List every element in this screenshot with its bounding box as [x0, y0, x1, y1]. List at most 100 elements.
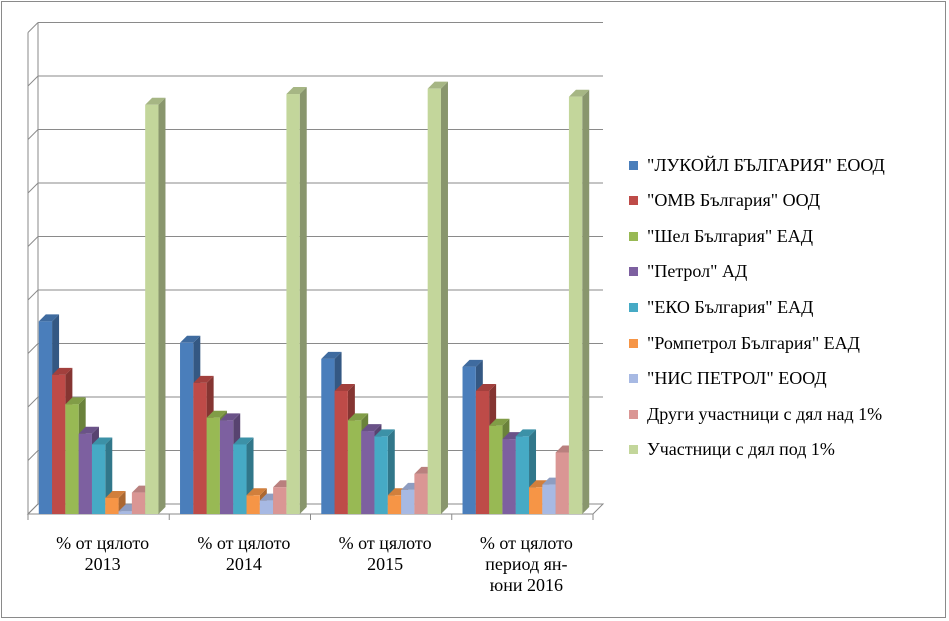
bar	[78, 433, 92, 514]
category-label: % от цялото период ян-юни 2016	[461, 533, 591, 596]
legend-item: "Ромпетрол България" ЕАД	[629, 332, 860, 354]
bar	[401, 489, 415, 514]
bar	[65, 404, 79, 514]
bar	[206, 417, 220, 514]
category-label-line: юни 2016	[489, 575, 563, 595]
category-label-line: 2014	[225, 554, 262, 574]
gridline-side	[27, 182, 39, 194]
category-label-line: % от цялото	[338, 533, 432, 553]
bar-top	[246, 488, 267, 496]
bar	[259, 500, 274, 514]
bar	[334, 390, 348, 514]
category-label-line: период ян-	[485, 554, 568, 574]
legend-label: "Шел България" ЕАД	[647, 225, 814, 246]
legend-item: "ОМВ България" ООД	[629, 190, 820, 212]
legend-label: "ОМВ България" ООД	[647, 190, 820, 211]
bar	[529, 487, 543, 514]
bar	[193, 382, 207, 514]
bar	[462, 366, 476, 514]
bar	[374, 436, 388, 514]
legend-label: "НИС ПЕТРОЛ" ЕООД	[647, 368, 827, 389]
legend-swatch	[629, 409, 638, 419]
bar-top	[475, 383, 497, 391]
bar-top	[65, 397, 86, 405]
bar	[219, 420, 234, 514]
legend-swatch	[629, 374, 638, 384]
category-label-line: % от цялото	[56, 533, 150, 553]
bar-top	[347, 413, 369, 421]
legend-label: Други участници с дял над 1%	[647, 403, 883, 424]
bar-top	[78, 426, 99, 434]
legend-item: Участници с дял под 1%	[629, 439, 835, 461]
bar	[502, 439, 516, 514]
legend-label: "ЛУКОЙЛ БЪЛГАРИЯ" ЕООД	[647, 154, 885, 175]
legend-swatch	[629, 267, 638, 277]
bar-top	[427, 81, 448, 89]
gridline-side	[27, 22, 39, 33]
bar	[347, 420, 362, 514]
bar-top	[515, 429, 537, 437]
bar-top	[206, 410, 227, 418]
bar	[568, 96, 583, 514]
bar	[131, 492, 146, 514]
legend-swatch	[629, 338, 638, 348]
category-label: % от цялото 2014	[179, 533, 309, 575]
bar	[286, 94, 300, 515]
bar-side	[299, 87, 307, 515]
bar	[118, 511, 132, 514]
bar	[321, 358, 335, 514]
gridline-side	[27, 75, 39, 87]
bar-top	[502, 432, 523, 440]
bar-top	[529, 480, 550, 488]
legend-item: Други участници с дял над 1%	[629, 403, 882, 425]
bar	[542, 484, 556, 514]
bar	[180, 342, 194, 514]
bar-top	[568, 89, 590, 97]
bar	[387, 495, 402, 514]
bar-top	[374, 429, 395, 437]
bar	[246, 495, 260, 514]
gridline-side	[27, 396, 39, 408]
category-label: % от цялото 2015	[320, 533, 450, 575]
bar	[489, 425, 503, 514]
bar-top	[334, 383, 355, 391]
bar-top	[180, 335, 201, 343]
legend-label: "Петрол" АД	[647, 261, 748, 282]
bar	[52, 374, 66, 514]
category-label-line: 2013	[84, 554, 121, 574]
bar	[361, 431, 375, 514]
legend-item: "ЛУКОЙЛ БЪЛГАРИЯ" ЕООД	[629, 154, 885, 176]
bar	[273, 487, 287, 514]
bar-top	[462, 359, 483, 367]
legend-label: "Ромпетрол България" ЕАД	[647, 332, 860, 353]
legend-swatch	[629, 302, 638, 312]
gridline-side	[27, 450, 39, 461]
legend-swatch	[629, 196, 638, 206]
bar-top	[38, 314, 60, 322]
legend-item: "НИС ПЕТРОЛ" ЕООД	[629, 368, 827, 390]
legend-label: "ЕКО България" ЕАД	[647, 296, 814, 317]
bar-side	[440, 81, 448, 515]
gridline-side	[27, 343, 39, 354]
bar-top	[145, 97, 166, 105]
bar-top	[219, 413, 241, 421]
legend-item: "Петрол" АД	[629, 261, 747, 283]
bar	[145, 104, 159, 514]
bar-top	[286, 87, 307, 95]
gridline-side	[27, 236, 39, 247]
bar-side	[582, 89, 590, 514]
bar	[555, 452, 569, 514]
bar-side	[158, 97, 166, 514]
gridline-side	[27, 129, 39, 140]
bar-top	[105, 490, 126, 498]
category-label-line: % от цялото	[479, 533, 573, 553]
bar	[105, 497, 119, 514]
legend-swatch	[629, 160, 638, 170]
category-label: % от цялото 2013	[38, 533, 168, 575]
legend-swatch	[629, 231, 638, 241]
category-label-line: 2015	[367, 554, 404, 574]
legend-item: "ЕКО България" ЕАД	[629, 296, 813, 318]
gridline-side	[27, 289, 39, 301]
